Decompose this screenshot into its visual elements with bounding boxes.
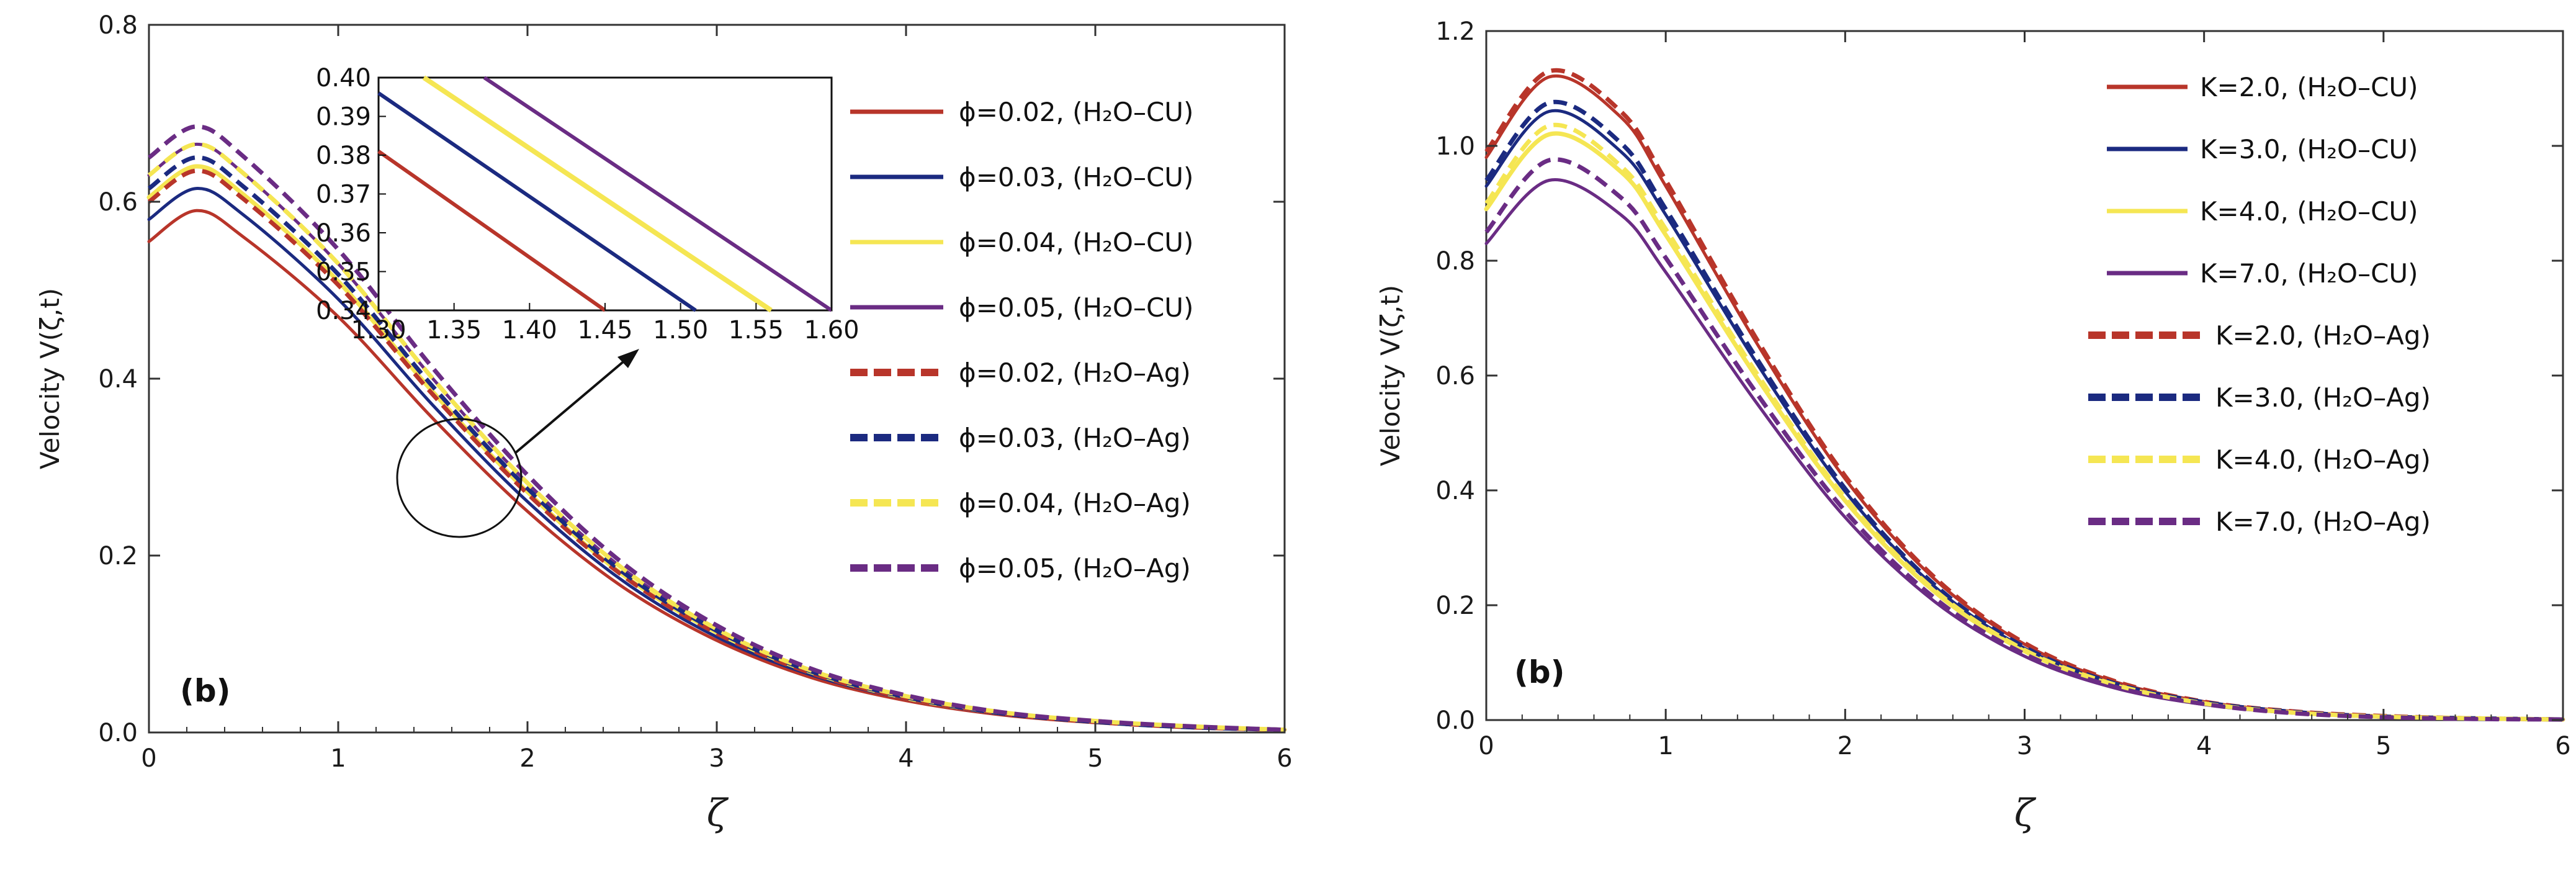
left-x-tick-label: 6 [1277, 744, 1292, 773]
inset-y-tick-label: 0.37 [316, 181, 371, 209]
inset-line-2 [422, 75, 773, 313]
right-plot-area [1485, 30, 2564, 721]
right-x-tick-label: 6 [2555, 732, 2570, 760]
right-legend-label-0: K=2.0, (H₂O–CU) [2200, 72, 2418, 102]
zoom-arrow-head [617, 349, 639, 368]
left-legend-label-4: ϕ=0.02, (H₂O–Ag) [959, 358, 1191, 388]
left-x-ticks: 0 1 2 3 4 5 6 [141, 25, 1293, 773]
right-legend-label-5: K=3.0, (H₂O–Ag) [2215, 382, 2431, 413]
inset-line-0 [377, 150, 606, 312]
right-y-tick-label: 0.8 [1435, 247, 1475, 276]
left-y-tick-label: 0.0 [98, 719, 138, 747]
right-chart-panel: 0 1 2 3 4 5 6 0.0 0.2 0.4 0.6 0.8 1.0 1.2 Velocity V… [1375, 17, 2571, 835]
right-legend-label-4: K=2.0, (H₂O–Ag) [2215, 320, 2431, 351]
left-legend: ϕ=0.02, (H₂O–CU) ϕ=0.03, (H₂O–CU) ϕ=0.04, … [850, 97, 1193, 583]
inset-y-tick-label: 0.36 [316, 219, 371, 248]
inset-y-tick-label: 0.35 [316, 258, 371, 287]
right-series-curves [1484, 68, 2565, 722]
right-x-tick-label: 0 [1478, 732, 1494, 760]
left-legend-label-0: ϕ=0.02, (H₂O–CU) [959, 97, 1193, 127]
inset-x-tick-label: 1.40 [502, 316, 557, 345]
inset-line-3 [483, 76, 833, 312]
left-x-axis-label: ζ [707, 791, 729, 835]
zoom-arrow [514, 358, 628, 454]
left-x-tick-label: 1 [330, 744, 346, 773]
left-panel-label: (b) [180, 673, 231, 709]
right-y-tick-label: 0.2 [1435, 592, 1475, 620]
right-y-ticks: 0.0 0.2 0.4 0.6 0.8 1.0 1.2 [1435, 17, 2563, 735]
left-y-tick-label: 0.2 [98, 542, 138, 570]
zoom-region-circle [396, 418, 523, 538]
right-x-tick-label: 3 [2017, 732, 2032, 760]
right-x-axis-label: ζ [2014, 791, 2037, 835]
inset-x-tick-label: 1.35 [426, 316, 482, 345]
left-legend-label-5: ϕ=0.03, (H₂O–Ag) [959, 423, 1191, 453]
right-y-tick-label: 0.6 [1435, 362, 1475, 390]
right-y-tick-label: 1.2 [1435, 17, 1475, 46]
inset-line-1 [377, 91, 697, 312]
left-legend-label-1: ϕ=0.03, (H₂O–CU) [959, 162, 1193, 192]
left-series-line-4 [147, 168, 1285, 732]
right-legend: K=2.0, (H₂O–CU) K=3.0, (H₂O–CU) K=4.0, (H₂… [2088, 72, 2431, 537]
right-panel-label: (b) [1514, 654, 1565, 690]
left-legend-label-2: ϕ=0.04, (H₂O–CU) [959, 227, 1193, 258]
right-x-ticks: 0 1 2 3 4 5 6 [1478, 31, 2571, 760]
left-y-tick-label: 0.4 [98, 365, 138, 394]
left-x-tick-label: 2 [519, 744, 535, 773]
left-y-tick-label: 0.6 [98, 188, 138, 217]
right-legend-label-3: K=7.0, (H₂O–CU) [2200, 258, 2418, 289]
right-y-tick-label: 0.0 [1435, 706, 1475, 735]
inset-plot-area [377, 76, 833, 312]
left-x-tick-label: 3 [709, 744, 724, 773]
inset-x-tick-label: 1.30 [351, 316, 406, 345]
left-y-tick-label: 0.8 [98, 11, 138, 40]
right-y-axis-label: Velocity V(ζ,t) [1375, 285, 1406, 466]
right-legend-label-2: K=4.0, (H₂O–CU) [2200, 196, 2418, 227]
left-x-tick-label: 5 [1087, 744, 1103, 773]
inset-x-tick-label: 1.60 [804, 316, 859, 345]
right-x-tick-label: 5 [2376, 732, 2391, 760]
right-legend-label-6: K=4.0, (H₂O–Ag) [2215, 444, 2431, 475]
left-series-curves [146, 124, 1287, 732]
inset-zoom-plot: 1.30 1.35 1.40 1.45 1.50 1.55 1.60 0.34 0.35 0.3… [316, 64, 859, 345]
right-legend-label-1: K=3.0, (H₂O–CU) [2200, 134, 2418, 164]
right-y-tick-label: 1.0 [1435, 132, 1475, 161]
right-legend-label-7: K=7.0, (H₂O–Ag) [2215, 507, 2431, 537]
right-y-tick-label: 0.4 [1435, 477, 1475, 505]
inset-y-tick-label: 0.39 [316, 103, 371, 132]
left-y-axis-label: Velocity V(ζ,t) [35, 288, 65, 469]
right-series-line-7 [1484, 157, 2564, 722]
inset-y-tick-label: 0.34 [316, 297, 371, 325]
left-legend-label-7: ϕ=0.05, (H₂O–Ag) [959, 553, 1191, 583]
left-y-ticks: 0.0 0.2 0.4 0.6 0.8 [98, 11, 1285, 747]
right-x-tick-label: 1 [1658, 732, 1673, 760]
left-x-tick-label: 0 [141, 744, 156, 773]
inset-x-tick-label: 1.50 [653, 316, 708, 345]
right-x-tick-label: 4 [2196, 732, 2212, 760]
inset-x-tick-label: 1.55 [729, 316, 784, 345]
left-legend-label-6: ϕ=0.04, (H₂O–Ag) [959, 488, 1191, 518]
left-series-line-7 [147, 124, 1285, 732]
inset-x-tick-label: 1.45 [577, 316, 632, 345]
inset-y-tick-label: 0.38 [316, 142, 371, 170]
left-legend-label-3: ϕ=0.05, (H₂O–CU) [959, 292, 1193, 323]
left-x-tick-label: 4 [898, 744, 913, 773]
inset-y-tick-label: 0.40 [316, 64, 371, 92]
right-x-tick-label: 2 [1838, 732, 1853, 760]
